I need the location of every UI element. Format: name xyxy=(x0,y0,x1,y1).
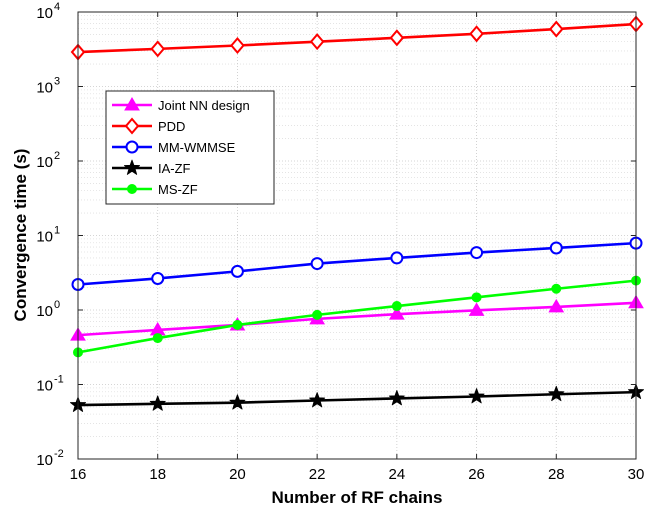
legend-label: PDD xyxy=(158,119,185,134)
data-point xyxy=(312,309,323,320)
legend: Joint NN design PDD MM-WMMSE IA-ZF MS-ZF xyxy=(105,90,275,205)
x-tick-label: 22 xyxy=(309,466,326,483)
data-point xyxy=(151,271,165,285)
data-point xyxy=(548,385,565,402)
y-tick-label-exponent: 1 xyxy=(54,225,60,237)
legend-item: IA-ZF xyxy=(112,159,191,176)
y-tick-label: 10 xyxy=(36,378,53,395)
y-tick-label: 10 xyxy=(36,452,53,469)
data-point xyxy=(390,251,404,265)
series-line xyxy=(77,301,637,337)
x-tick-label: 24 xyxy=(389,466,406,483)
legend-item: MM-WMMSE xyxy=(112,140,236,155)
legend-marker xyxy=(123,159,141,175)
y-tick-label-exponent: -2 xyxy=(54,448,64,460)
x-tick-label: 20 xyxy=(229,466,246,483)
legend-label: IA-ZF xyxy=(158,161,191,176)
data-point xyxy=(230,36,245,55)
legend-marker xyxy=(124,117,140,135)
x-axis-title: Number of RF chains xyxy=(272,488,443,507)
data-point xyxy=(389,29,405,47)
y-axis-title: Convergence time (s) xyxy=(11,149,30,322)
data-point xyxy=(310,257,324,271)
x-tick-label: 16 xyxy=(70,466,87,483)
legend-marker xyxy=(125,140,139,154)
y-tick-label: 10 xyxy=(36,5,53,22)
y-tick-label-exponent: 2 xyxy=(54,150,60,162)
data-point xyxy=(149,395,166,411)
y-tick-label-exponent: 0 xyxy=(54,299,60,311)
series-ms-zf xyxy=(73,275,641,358)
series-pdd xyxy=(70,15,644,61)
x-tick-label: 26 xyxy=(468,466,485,483)
data-point xyxy=(388,390,405,406)
y-tick-label-exponent: -1 xyxy=(54,374,64,386)
legend-item: PDD xyxy=(112,117,185,135)
legend-item: Joint NN design xyxy=(112,97,250,113)
series-mm-wmmse xyxy=(71,236,643,291)
data-point xyxy=(551,283,562,294)
x-tick-label: 30 xyxy=(628,466,645,483)
data-point xyxy=(229,394,246,410)
series-line xyxy=(77,279,637,354)
x-tick-labels: 16 18 20 22 24 26 28 30 xyxy=(70,466,645,483)
data-point xyxy=(468,302,485,316)
legend-marker xyxy=(127,184,137,194)
y-tick-label-exponent: 4 xyxy=(54,1,60,13)
legend-label: MS-ZF xyxy=(158,182,198,197)
y-tick-label: 10 xyxy=(36,80,53,97)
legend-marker xyxy=(124,97,140,111)
y-tick-label: 10 xyxy=(36,154,53,171)
series-line xyxy=(77,22,637,54)
data-point xyxy=(309,33,325,51)
legend-label: Joint NN design xyxy=(158,98,250,113)
data-point xyxy=(232,319,243,330)
grid xyxy=(77,12,637,460)
data-point xyxy=(470,246,484,260)
plot-frame xyxy=(77,11,637,460)
series-line xyxy=(77,241,637,286)
data-point xyxy=(388,306,405,320)
data-point xyxy=(468,388,485,404)
data-point xyxy=(230,264,244,278)
data-point xyxy=(548,298,565,313)
series-line xyxy=(77,390,637,407)
data-point xyxy=(152,333,163,344)
data-point xyxy=(391,301,402,312)
x-tick-label: 28 xyxy=(548,466,565,483)
data-point xyxy=(309,392,326,408)
data-point xyxy=(469,25,484,43)
legend-item: MS-ZF xyxy=(112,182,198,197)
legend-label: MM-WMMSE xyxy=(158,140,236,155)
series-group xyxy=(69,15,645,412)
y-tick-label: 10 xyxy=(36,229,53,246)
x-tick-label: 18 xyxy=(149,466,166,483)
data-point xyxy=(548,20,564,38)
y-tick-label: 10 xyxy=(36,303,53,320)
data-point xyxy=(150,40,166,58)
y-tick-label-exponent: 3 xyxy=(54,76,60,88)
data-point xyxy=(549,241,563,255)
data-point xyxy=(471,292,482,303)
